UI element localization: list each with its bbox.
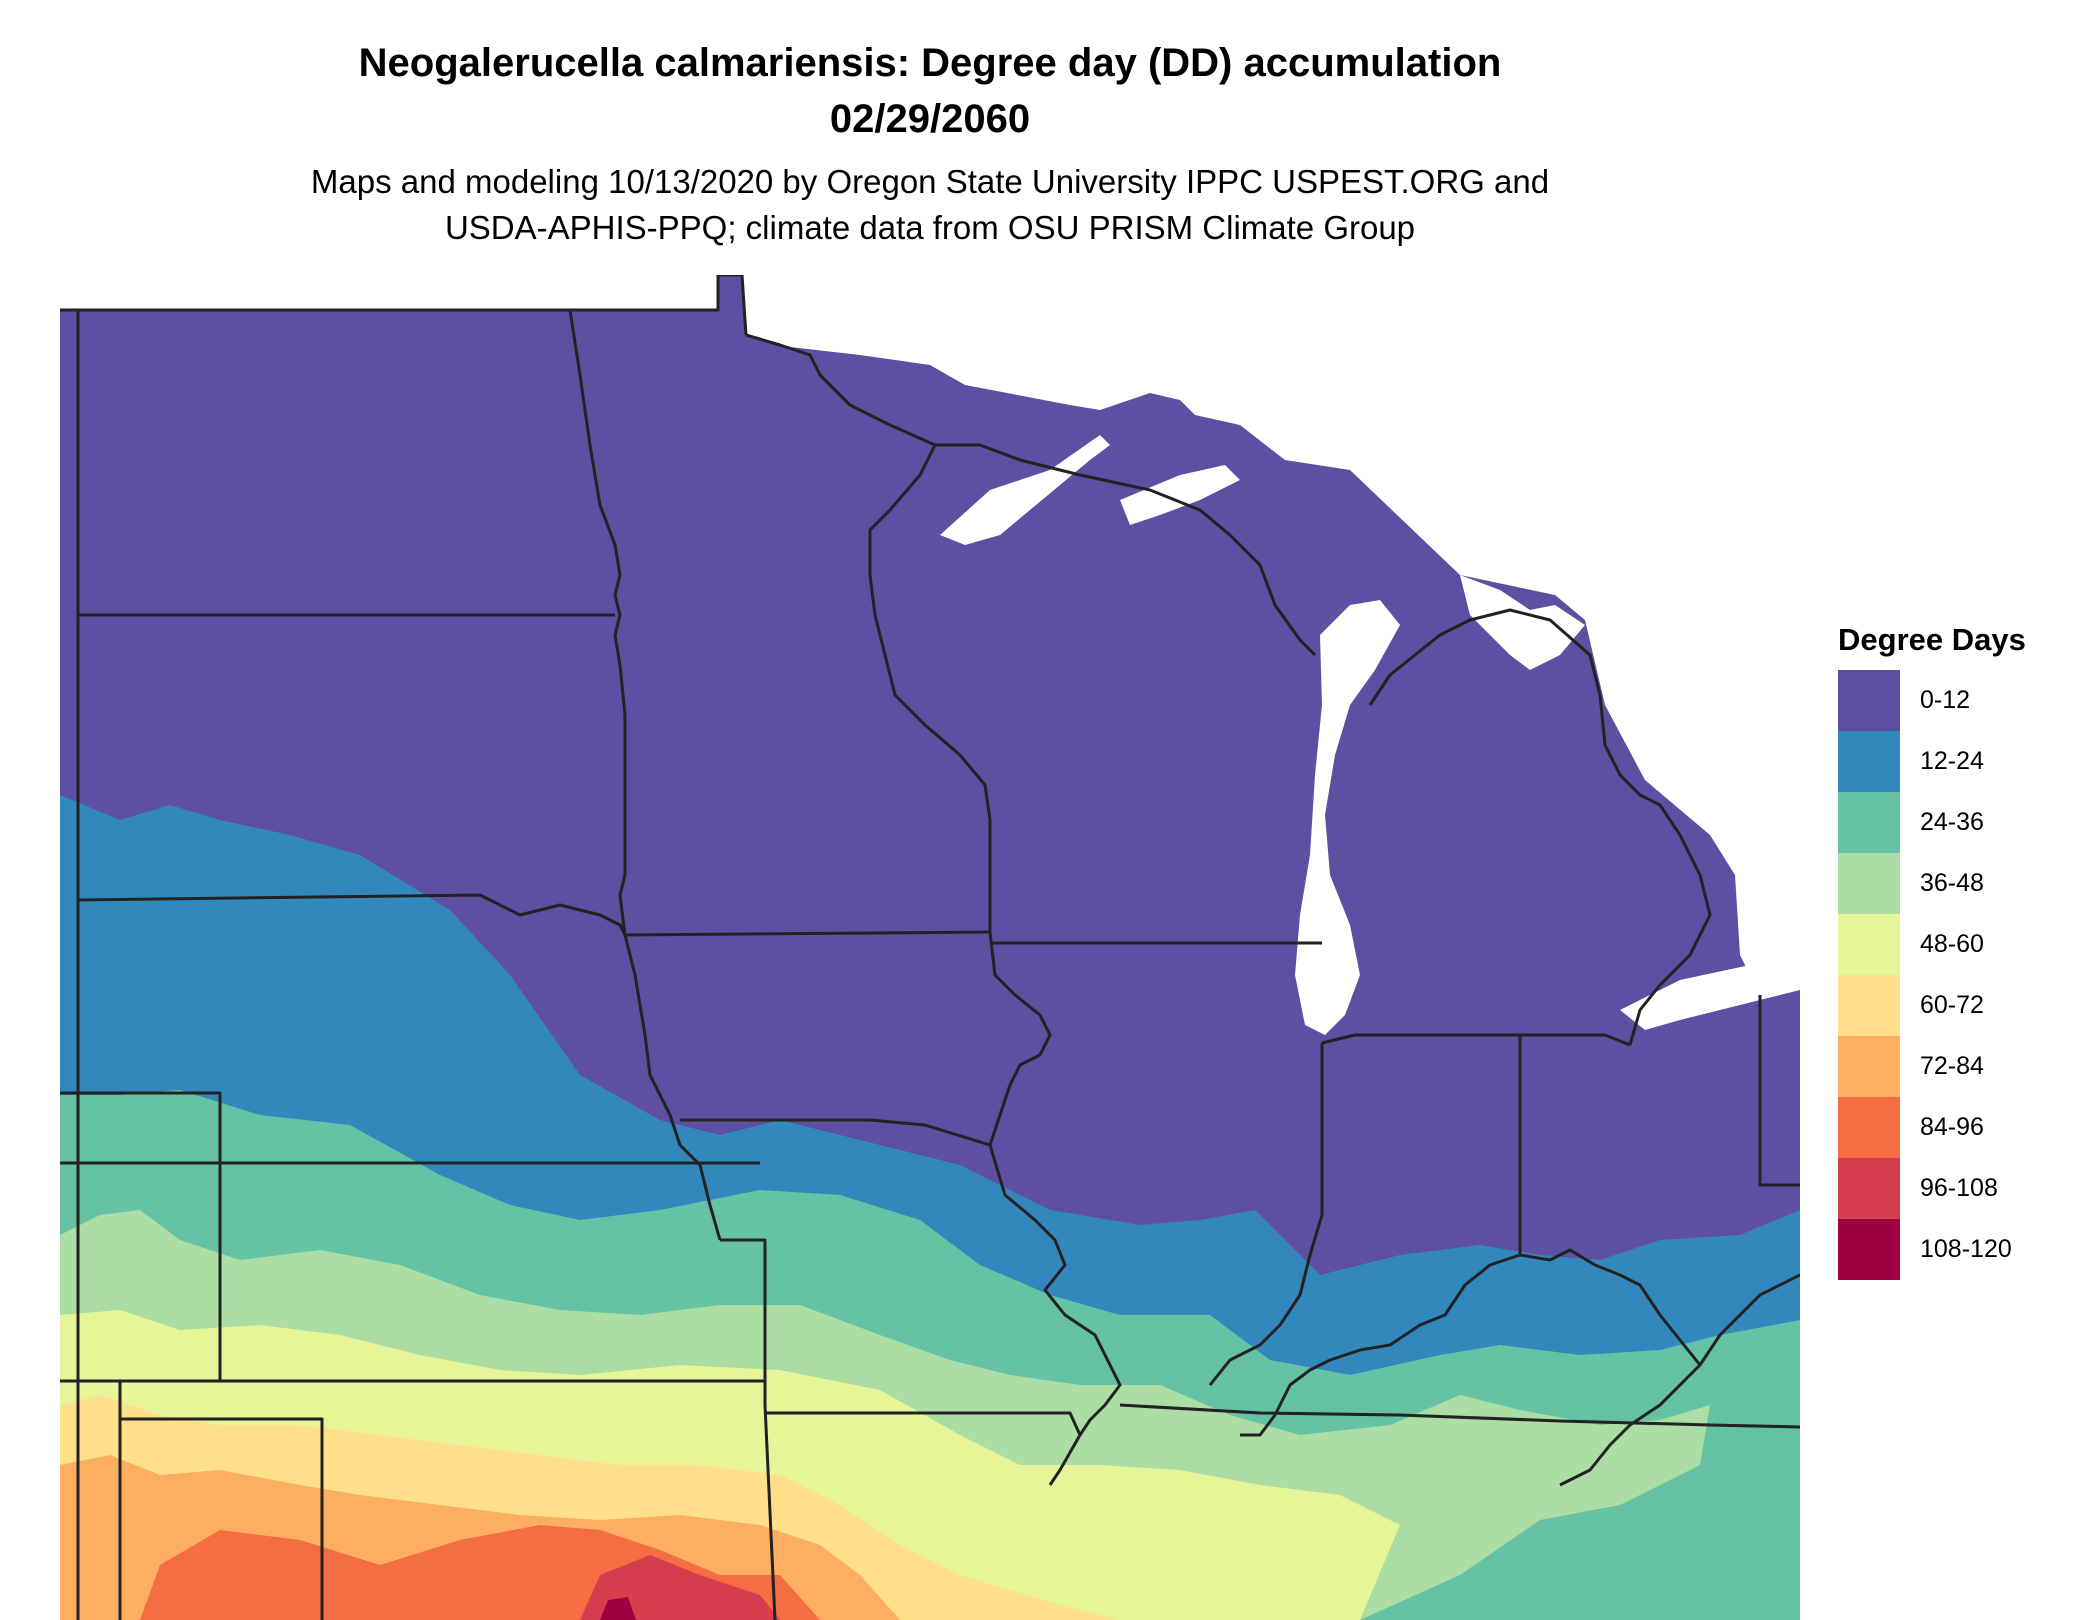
- border-ia-mo: [680, 1118, 991, 1147]
- legend-item: 36-48: [1838, 853, 2026, 914]
- border-mo-ks: [720, 1238, 777, 1620]
- legend-swatch: [1838, 1219, 1900, 1280]
- legend: Degree Days 0-12 12-24 24-36 36-48 48-60 60-7…: [1838, 620, 2026, 1280]
- border-sd-ne: [77, 893, 627, 936]
- border-oh-ky-wv: [1519, 1248, 1800, 1367]
- border-ia-il: [988, 931, 1052, 1146]
- legend-item: 24-36: [1838, 792, 2026, 853]
- lake-huron: [1460, 575, 1585, 670]
- border-nd-mn: [568, 309, 622, 636]
- legend-item: 108-120: [1838, 1219, 2026, 1280]
- border-sd-mn: [613, 634, 627, 716]
- border-oh-pa: [1758, 995, 1800, 1187]
- legend-items: 0-12 12-24 24-36 36-48 48-60 60-72 72-84 84-96 9…: [1838, 670, 2026, 1280]
- border-ne-ia-mo: [623, 934, 722, 1241]
- border-co-ne: [60, 1091, 222, 1381]
- legend-swatch: [1838, 975, 1900, 1036]
- legend-item: 60-72: [1838, 975, 2026, 1036]
- legend-label: 48-60: [1920, 930, 1984, 958]
- border-ky-tn: [1119, 1403, 1800, 1429]
- legend-swatch: [1838, 731, 1900, 792]
- border-mn-ia: [618, 715, 991, 937]
- border-mi-oh: [1520, 1033, 1631, 1047]
- map-credit-line-2: USDA-APHIS-PPQ; climate data from OSU PR…: [444, 209, 1416, 246]
- legend-item: 0-12: [1838, 670, 2026, 731]
- border-il-in: [1208, 1043, 1324, 1386]
- legend-label: 96-108: [1920, 1174, 1998, 1202]
- legend-label: 108-120: [1920, 1235, 2012, 1263]
- legend-label: 24-36: [1920, 808, 1984, 836]
- state-boundaries: [60, 275, 1800, 1620]
- legend-swatch: [1838, 792, 1900, 853]
- legend-label: 84-96: [1920, 1113, 1984, 1141]
- border-ok-panhandle: [118, 1381, 324, 1620]
- legend-item: 96-108: [1838, 1158, 2026, 1219]
- legend-label: 0-12: [1920, 686, 1971, 714]
- legend-swatch: [1838, 1097, 1900, 1158]
- map-credit-line-1: Maps and modeling 10/13/2020 by Oregon S…: [310, 163, 1550, 200]
- legend-swatch: [1838, 670, 1900, 731]
- legend-title: Degree Days: [1838, 622, 2026, 657]
- legend-label: 12-24: [1920, 747, 1984, 775]
- border-mn-wi: [745, 333, 992, 932]
- legend-item: 84-96: [1838, 1097, 2026, 1158]
- border-canada: [60, 275, 748, 336]
- lake-superior: [940, 380, 1240, 545]
- border-mo-il: [988, 1144, 1122, 1436]
- legend-label: 36-48: [1920, 869, 1984, 897]
- legend-swatch: [1838, 1036, 1900, 1097]
- legend-swatch: [1838, 853, 1900, 914]
- great-lakes: [940, 380, 1800, 1035]
- border-wi-mi-up: [935, 443, 1317, 657]
- band-108-120: [600, 1597, 636, 1620]
- legend-swatch: [1838, 914, 1900, 975]
- border-ky-va: [1559, 1363, 1702, 1487]
- border-in-mi: [1321, 1033, 1520, 1045]
- legend-item: 48-60: [1838, 914, 2026, 975]
- map-date: 02/29/2060: [829, 97, 1031, 141]
- degree-day-map: [60, 275, 1800, 1620]
- lake-erie: [1620, 955, 1800, 1030]
- map-title: Neogalerucella calmariensis: Degree day …: [358, 41, 1502, 85]
- legend-item: 72-84: [1838, 1036, 2026, 1097]
- legend-label: 72-84: [1920, 1052, 1984, 1080]
- lake-michigan: [1295, 600, 1400, 1035]
- border-mi-lp: [1368, 608, 1712, 1046]
- legend-swatch: [1838, 1158, 1900, 1219]
- border-in-oh: [1240, 1035, 1522, 1437]
- legend-item: 12-24: [1838, 731, 2026, 792]
- legend-label: 60-72: [1920, 991, 1984, 1019]
